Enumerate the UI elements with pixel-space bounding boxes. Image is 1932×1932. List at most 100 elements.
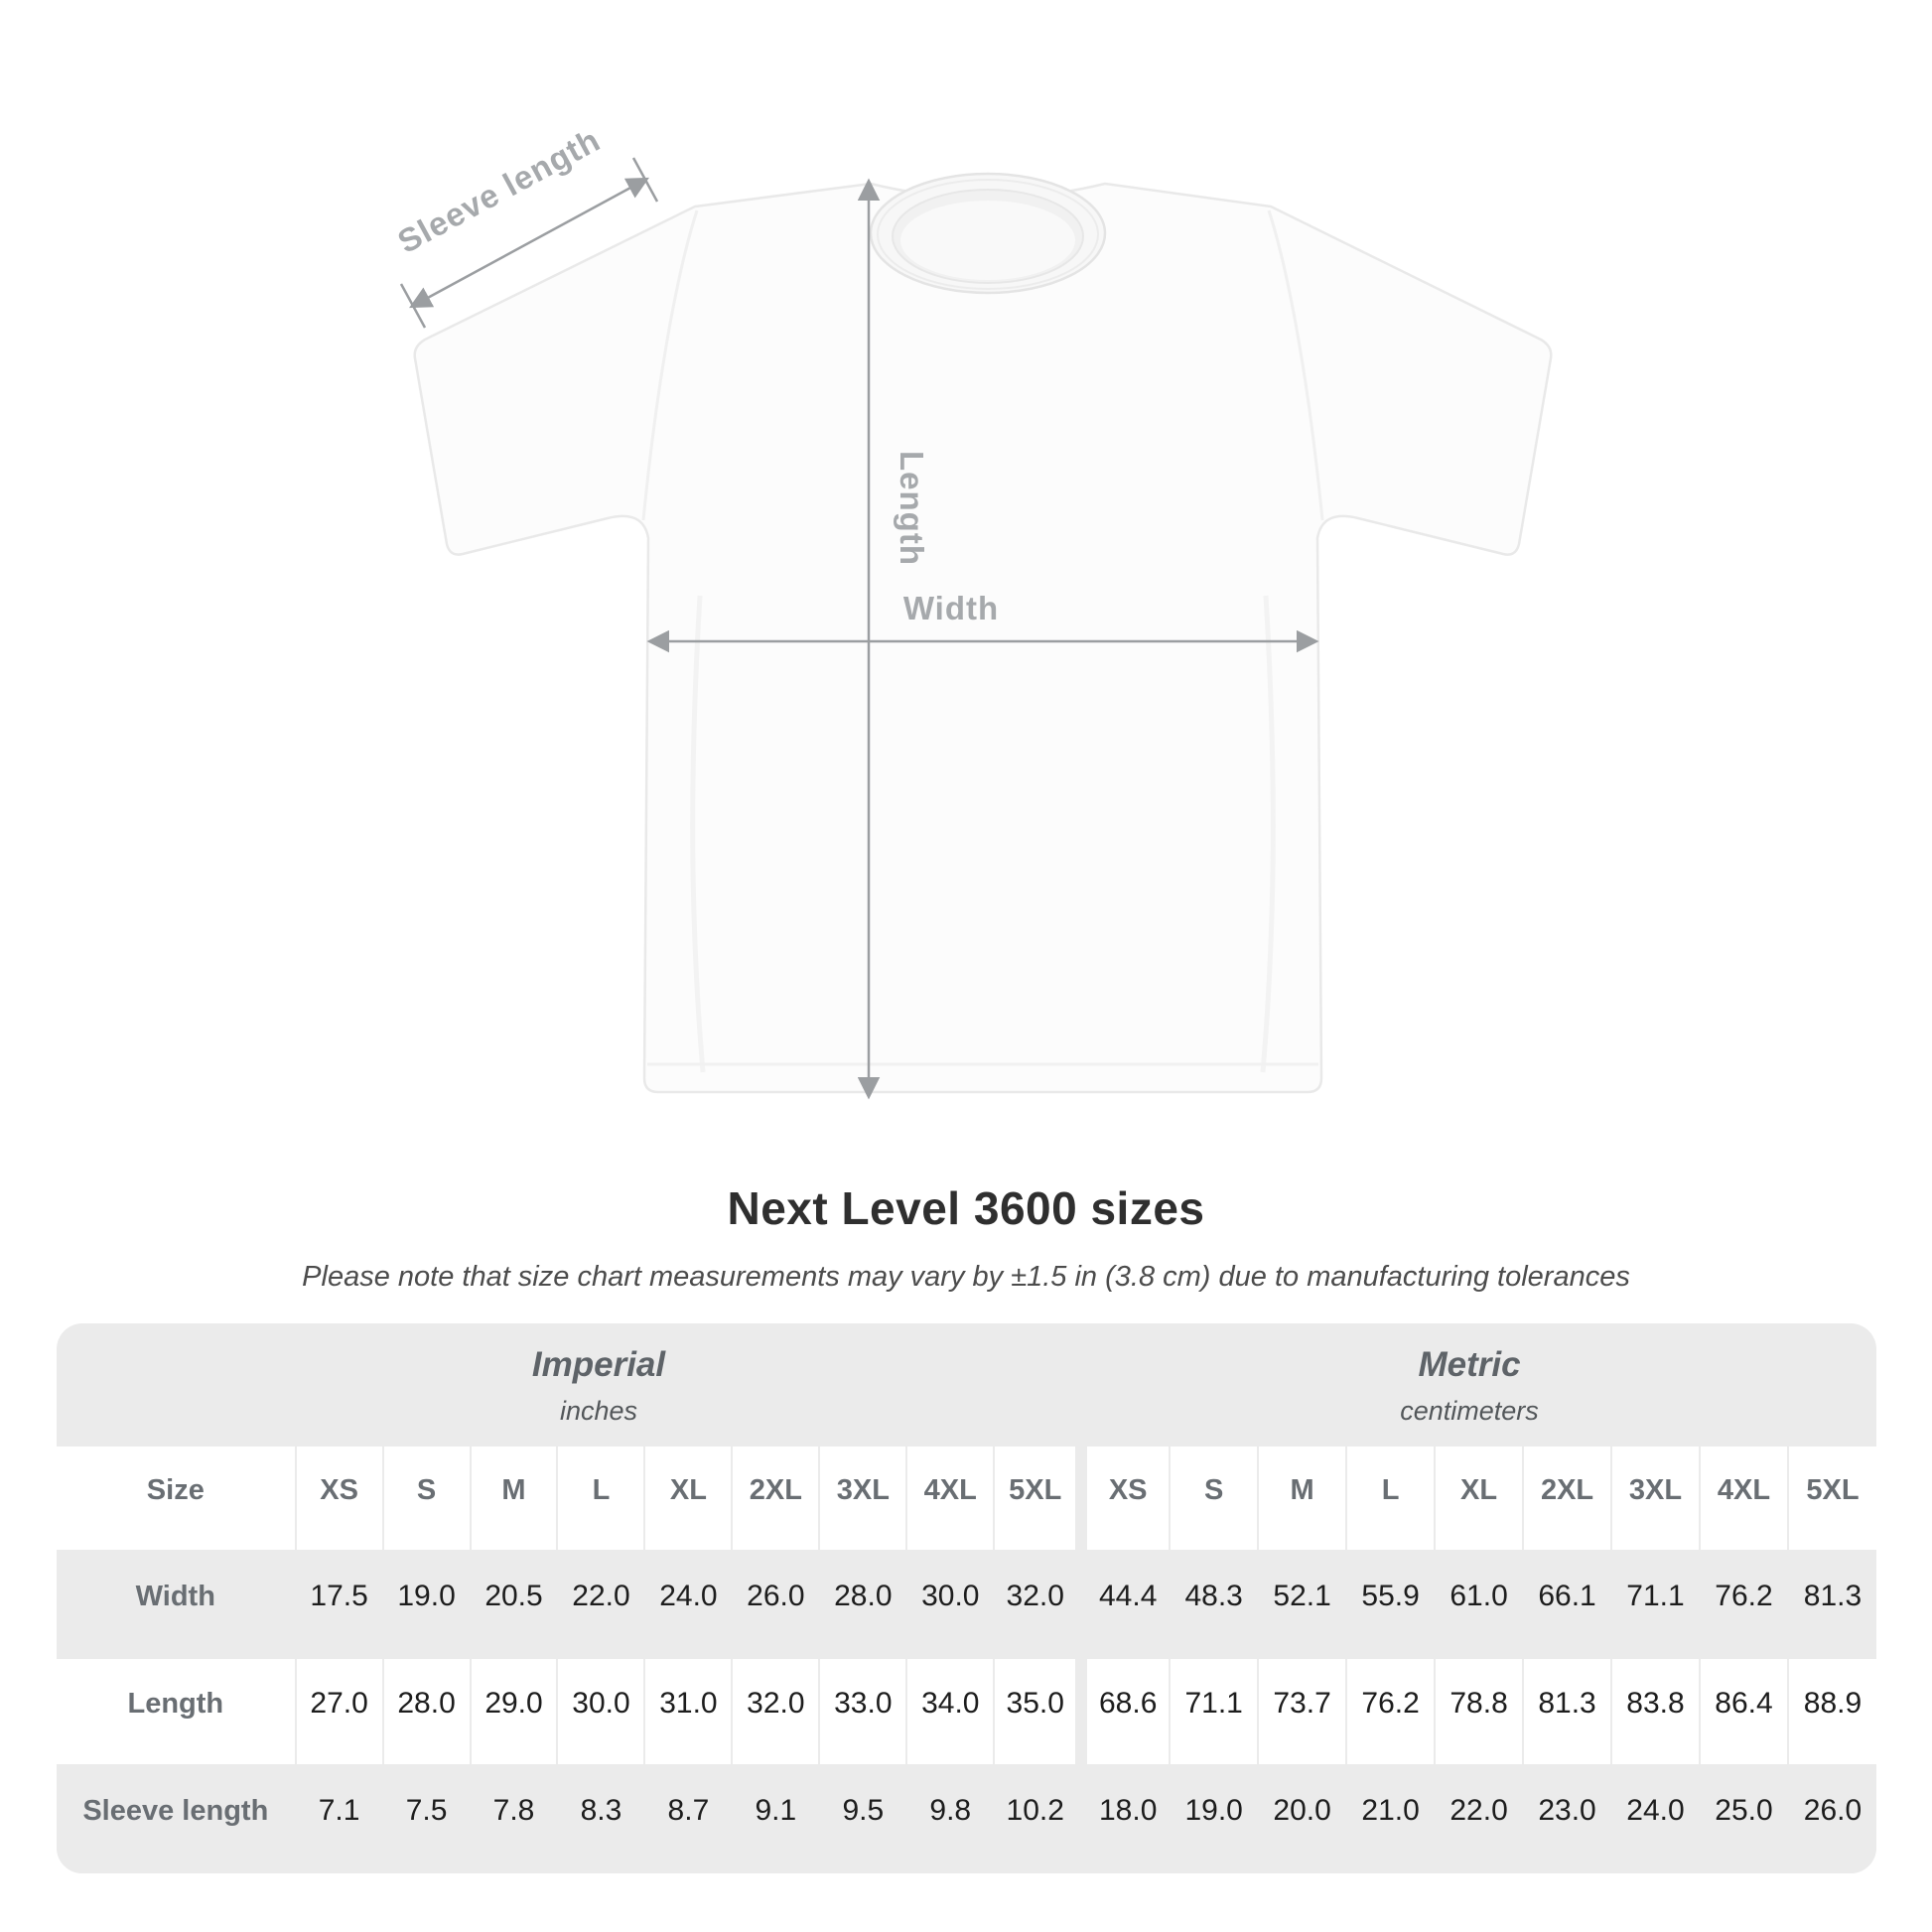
size-header-metric: L: [1381, 1473, 1400, 1506]
cell-imperial: 9.1: [755, 1794, 797, 1827]
metric-label: Metric: [1418, 1345, 1521, 1384]
cell-imperial: 9.8: [929, 1794, 972, 1827]
cell-imperial: 33.0: [834, 1687, 893, 1720]
tshirt-illustration: [413, 172, 1553, 1094]
unit-section-metric: Metric centimeters: [1400, 1347, 1539, 1425]
cell-imperial: 35.0: [1006, 1687, 1064, 1720]
size-header-imperial: 3XL: [836, 1473, 890, 1506]
size-chart: Imperial inches Metric centimeters Size X…: [57, 1323, 1876, 1873]
cell-imperial: 27.0: [310, 1687, 368, 1720]
row-label: Width: [135, 1580, 215, 1612]
collar: [869, 172, 1107, 295]
imperial-sublabel: inches: [559, 1396, 638, 1426]
cell-metric: 52.1: [1273, 1580, 1331, 1612]
cell-metric: 73.7: [1273, 1687, 1331, 1720]
size-header-metric: M: [1290, 1473, 1314, 1506]
cell-imperial: 7.8: [492, 1794, 535, 1827]
cell-imperial: 22.0: [572, 1580, 630, 1612]
size-header-imperial: XS: [320, 1473, 358, 1506]
cell-metric: 20.0: [1273, 1794, 1331, 1827]
imperial-label: Imperial: [531, 1345, 666, 1384]
left-sleeve-seam: [641, 209, 699, 521]
size-header-metric: S: [1203, 1473, 1224, 1506]
cell-imperial: 28.0: [397, 1687, 456, 1720]
right-sleeve-seam: [1267, 209, 1324, 521]
cell-metric: 81.3: [1538, 1687, 1596, 1720]
cell-imperial: 32.0: [1006, 1580, 1064, 1612]
cell-metric: 76.2: [1361, 1687, 1420, 1720]
sleeve-length-dimension: [399, 157, 659, 329]
cell-imperial: 32.0: [747, 1687, 805, 1720]
dimension-annotations: [399, 157, 1319, 1100]
cell-imperial: 10.2: [1006, 1794, 1064, 1827]
cell-imperial: 30.0: [921, 1580, 980, 1612]
cell-metric: 83.8: [1626, 1687, 1685, 1720]
cell-imperial: 34.0: [921, 1687, 980, 1720]
size-header-imperial: M: [501, 1473, 526, 1506]
cell-metric: 68.6: [1098, 1687, 1158, 1720]
cell-metric: 86.4: [1715, 1687, 1773, 1720]
cell-metric: 55.9: [1361, 1580, 1420, 1612]
cell-metric: 71.1: [1626, 1580, 1685, 1612]
sleeve-length-label: Sleeve length: [391, 121, 606, 260]
size-header-metric: 2XL: [1540, 1473, 1594, 1506]
cell-imperial: 28.0: [834, 1580, 893, 1612]
size-header-metric: XS: [1108, 1473, 1148, 1506]
cell-metric: 81.3: [1803, 1580, 1863, 1612]
corner-header-size: Size: [146, 1473, 205, 1506]
size-header-imperial: XL: [669, 1473, 707, 1506]
cell-imperial: 24.0: [659, 1580, 718, 1612]
cell-metric: 22.0: [1449, 1794, 1508, 1827]
cell-metric: 18.0: [1098, 1794, 1158, 1827]
tshirt-body: [413, 182, 1553, 1094]
width-label: Width: [903, 590, 999, 626]
page-title: Next Level 3600 sizes: [727, 1182, 1205, 1234]
cell-imperial: 17.5: [310, 1580, 368, 1612]
cell-imperial: 20.5: [484, 1580, 543, 1612]
right-fold: [1260, 595, 1276, 1073]
cell-imperial: 31.0: [659, 1687, 718, 1720]
cell-imperial: 19.0: [397, 1580, 456, 1612]
cell-metric: 78.8: [1449, 1687, 1508, 1720]
row-label: Sleeve length: [82, 1794, 269, 1827]
cell-metric: 76.2: [1715, 1580, 1773, 1612]
cell-metric: 24.0: [1626, 1794, 1685, 1827]
cell-imperial: 26.0: [747, 1580, 805, 1612]
cell-metric: 21.0: [1361, 1794, 1420, 1827]
cell-metric: 19.0: [1184, 1794, 1243, 1827]
cell-metric: 66.1: [1538, 1580, 1596, 1612]
cell-imperial: 8.3: [580, 1794, 622, 1827]
sleeve-tick-end: [631, 157, 659, 203]
size-header-imperial: L: [592, 1473, 611, 1506]
cell-metric: 26.0: [1803, 1794, 1863, 1827]
cell-metric: 44.4: [1098, 1580, 1158, 1612]
size-header-imperial: 2XL: [749, 1473, 802, 1506]
size-header-metric: 5XL: [1806, 1473, 1860, 1506]
size-header-imperial: S: [416, 1473, 437, 1506]
cell-imperial: 7.1: [318, 1794, 360, 1827]
sleeve-tick-start: [399, 283, 427, 329]
length-label: Length: [894, 451, 930, 566]
cell-metric: 48.3: [1184, 1580, 1243, 1612]
cell-metric: 25.0: [1715, 1794, 1773, 1827]
size-table: Size XS S M L XL 2XL 3XL 4XL 5XL XS S M L XL 2XL 3XL 4XL 5…: [57, 1447, 1876, 1873]
size-header-imperial: 4XL: [923, 1473, 977, 1506]
size-header-metric: 4XL: [1717, 1473, 1771, 1506]
cell-metric: 88.9: [1803, 1687, 1863, 1720]
cell-imperial: 29.0: [484, 1687, 543, 1720]
page-subtitle: Please note that size chart measurements…: [302, 1261, 1630, 1293]
table-row: Length 27.0 28.0 29.0 30.0 31.0 32.0 33.0 34.0 35…: [57, 1659, 1876, 1764]
cell-imperial: 8.7: [667, 1794, 710, 1827]
tshirt-diagram: Sleeve length Length Width: [391, 121, 1553, 1100]
cell-imperial: 30.0: [572, 1687, 630, 1720]
cell-imperial: 9.5: [842, 1794, 885, 1827]
table-row: Sleeve length 7.1 7.5 7.8 8.3 8.7 9.1 9.5 9.8 10.…: [57, 1764, 1876, 1873]
cell-metric: 23.0: [1538, 1794, 1596, 1827]
cell-metric: 71.1: [1184, 1687, 1243, 1720]
cell-metric: 61.0: [1449, 1580, 1508, 1612]
cell-imperial: 7.5: [405, 1794, 448, 1827]
size-header-metric: 3XL: [1628, 1473, 1683, 1506]
size-header-imperial: 5XL: [1009, 1473, 1062, 1506]
row-label: Length: [127, 1687, 224, 1720]
